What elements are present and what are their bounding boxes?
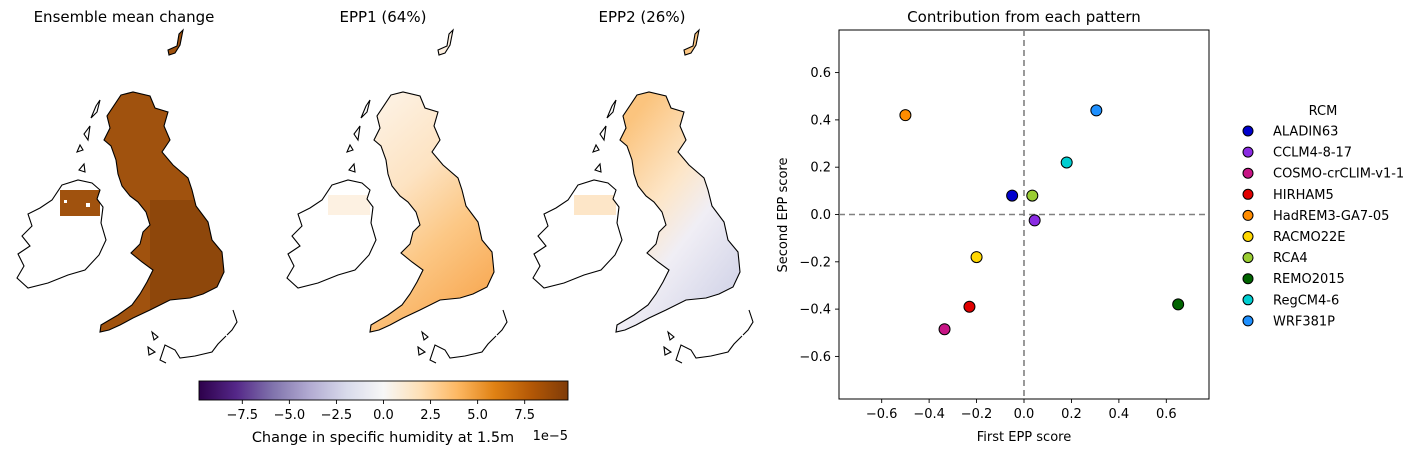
legend-marker bbox=[1242, 188, 1254, 200]
x-tick-label: 0.4 bbox=[1109, 407, 1130, 422]
legend-label: HadREM3-GA7-05 bbox=[1273, 209, 1389, 224]
y-axis-label: Second EPP score bbox=[776, 158, 791, 273]
legend-label: COSMO-crCLIM-v1-1 bbox=[1273, 167, 1404, 182]
x-tick-label: 0.0 bbox=[1014, 407, 1035, 422]
legend-marker bbox=[1242, 167, 1254, 179]
colorbar-ticks: −7.5 −5.0 −2.5 0.0 2.5 5.0 7.5 bbox=[227, 400, 535, 423]
colorbar-label: Change in specific humidity at 1.5m bbox=[252, 430, 514, 446]
data-point-hadrem3-ga7-05 bbox=[899, 109, 912, 122]
colorbar-tick-label: 0.0 bbox=[373, 408, 394, 423]
data-point-cclm4-8-17 bbox=[1028, 214, 1041, 227]
legend-label: WRF381P bbox=[1273, 314, 1335, 329]
map-title: Ensemble mean change bbox=[34, 8, 215, 26]
legend-label: REMO2015 bbox=[1273, 272, 1345, 287]
legend-label: CCLM4-8-17 bbox=[1273, 146, 1352, 161]
legend: RCM ALADIN63 CCLM4-8-17 COSMO-crCLIM-v1-1 H… bbox=[1242, 104, 1404, 329]
x-tick-label: 0.2 bbox=[1061, 407, 1082, 422]
map-title: EPP1 (64%) bbox=[340, 8, 427, 26]
data-point-regcm4-6 bbox=[1060, 156, 1073, 169]
map-title: EPP2 (26%) bbox=[599, 8, 686, 26]
y-tick-label: −0.6 bbox=[799, 350, 831, 365]
y-tick-label: −0.4 bbox=[799, 303, 831, 318]
colorbar-gradient bbox=[198, 380, 569, 401]
map-panel-ensemble-mean: Ensemble mean change bbox=[16, 8, 238, 364]
map-panel-epp1: EPP1 (64%) bbox=[286, 8, 508, 364]
legend-marker bbox=[1242, 273, 1254, 285]
gb-landmass bbox=[100, 30, 224, 332]
data-point-remo2015 bbox=[1172, 298, 1185, 311]
colorbar-tick-label: −5.0 bbox=[274, 408, 306, 423]
y-axis-ticks: −0.6 −0.4 −0.2 0.0 0.2 0.4 0.6 bbox=[799, 66, 839, 365]
y-tick-label: 0.0 bbox=[810, 208, 831, 223]
x-tick-label: 0.6 bbox=[1156, 407, 1177, 422]
legend-items: ALADIN63 CCLM4-8-17 COSMO-crCLIM-v1-1 HIRHA… bbox=[1242, 125, 1404, 329]
legend-title: RCM bbox=[1309, 104, 1338, 119]
y-tick-label: −0.2 bbox=[799, 255, 831, 270]
legend-marker bbox=[1242, 294, 1254, 306]
y-tick-label: 0.6 bbox=[810, 66, 831, 81]
reference-lines bbox=[839, 30, 1209, 399]
legend-marker bbox=[1242, 252, 1254, 264]
ireland-landmass bbox=[17, 180, 106, 288]
legend-marker bbox=[1242, 125, 1254, 137]
x-tick-label: −0.6 bbox=[866, 407, 898, 422]
gb-landmass bbox=[616, 30, 740, 332]
legend-marker bbox=[1242, 146, 1254, 158]
data-point-aladin63 bbox=[1006, 189, 1019, 202]
gb-landmass bbox=[370, 30, 494, 332]
data-points bbox=[899, 104, 1185, 336]
y-tick-label: 0.2 bbox=[810, 161, 831, 176]
legend-label: RegCM4-6 bbox=[1273, 293, 1339, 308]
data-point-wrf381p bbox=[1090, 104, 1103, 117]
colorbar: −7.5 −5.0 −2.5 0.0 2.5 5.0 7.5 Change in speci… bbox=[198, 380, 569, 446]
data-point-hirham5 bbox=[963, 300, 976, 313]
colorbar-tick-label: 5.0 bbox=[467, 408, 488, 423]
legend-label: HIRHAM5 bbox=[1273, 188, 1334, 203]
legend-marker bbox=[1242, 231, 1254, 242]
ireland-landmass bbox=[533, 180, 622, 288]
colorbar-tick-label: −7.5 bbox=[227, 408, 259, 423]
colorbar-offset-text: 1e−5 bbox=[533, 429, 568, 444]
x-axis-label: First EPP score bbox=[977, 430, 1071, 445]
x-axis-ticks: −0.6 −0.4 −0.2 0.0 0.2 0.4 0.6 bbox=[866, 399, 1177, 422]
legend-marker bbox=[1242, 209, 1254, 221]
colorbar-tick-label: 2.5 bbox=[420, 408, 441, 423]
ireland-landmass bbox=[287, 180, 376, 288]
colorbar-tick-label: 7.5 bbox=[514, 408, 535, 423]
x-tick-label: −0.2 bbox=[961, 407, 993, 422]
data-point-rca4 bbox=[1026, 189, 1039, 202]
data-point-racmo22e bbox=[970, 251, 983, 264]
legend-label: ALADIN63 bbox=[1273, 125, 1338, 140]
chart-title: Contribution from each pattern bbox=[907, 8, 1141, 26]
x-tick-label: −0.4 bbox=[913, 407, 945, 422]
scatter-panel: Contribution from each pattern −0.6 −0.4−… bbox=[776, 8, 1210, 445]
legend-label: RACMO22E bbox=[1273, 230, 1345, 245]
y-tick-label: 0.4 bbox=[810, 113, 831, 128]
legend-marker bbox=[1242, 315, 1254, 327]
colorbar-tick-label: −2.5 bbox=[321, 408, 353, 423]
legend-label: RCA4 bbox=[1273, 251, 1308, 266]
map-panel-epp2: EPP2 (26%) bbox=[532, 8, 754, 364]
data-point-cosmo-crclim-v1-1 bbox=[938, 323, 951, 336]
